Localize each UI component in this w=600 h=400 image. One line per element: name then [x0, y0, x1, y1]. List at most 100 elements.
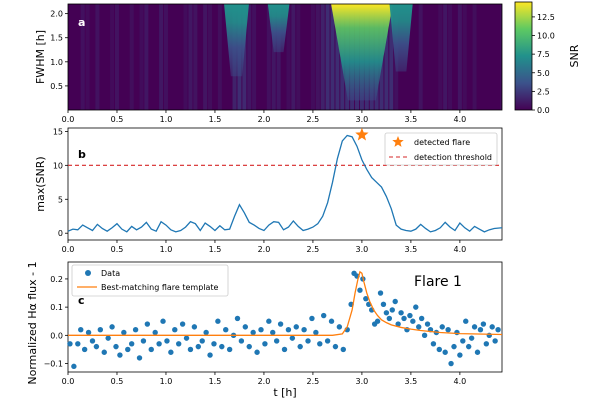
panel-c-ticks: 0.0 0.5 1.0 1.5 2.0 2.5 3.0 3.5 4.0 −0.1 0.0 0.1 0.2 — [44, 275, 467, 386]
data-point — [78, 326, 84, 333]
flare-template-line — [68, 270, 503, 336]
heatmap-streak — [389, 4, 394, 110]
data-point — [156, 341, 162, 347]
heatmap-xtick-label: 1.0 — [160, 115, 173, 124]
panel-label-c: c — [78, 294, 85, 307]
heatmap-streak — [325, 4, 330, 110]
panel-c-xtick-label: 3.0 — [356, 377, 369, 386]
panel-b-ytick-label: 10 — [53, 161, 63, 170]
colorbar-label: SNR — [568, 44, 581, 67]
data-point — [136, 355, 143, 361]
data-point — [242, 324, 249, 330]
heatmap-xtick-label: 2.0 — [258, 115, 271, 124]
panel-c-xtick-label: 4.0 — [454, 377, 467, 386]
data-point — [460, 338, 466, 344]
data-point — [439, 324, 445, 330]
colorbar-tick-label: 12.5 — [537, 13, 555, 22]
data-point — [211, 341, 217, 347]
data-point — [421, 332, 428, 339]
legend-data-marker-icon — [85, 270, 91, 276]
panel-c-ylabel: Normalized Hα flux - 1 — [26, 261, 39, 384]
heatmap-xtick-label: 3.5 — [405, 115, 418, 124]
data-point — [395, 321, 401, 327]
heatmap-streak — [500, 4, 502, 110]
legend-detection-threshold: detection threshold — [414, 153, 492, 162]
data-point — [67, 341, 73, 347]
heatmap-ytick-label: 1.5 — [50, 34, 63, 43]
colorbar-gradient — [514, 1, 533, 111]
heatmap-streak — [384, 4, 389, 110]
legend-flare-marker-icon — [392, 136, 404, 147]
panel-b-xtick-label: 1.0 — [160, 245, 173, 254]
panel-b-line-chart: 0.0 0.5 1.0 1.5 2.0 2.5 3.0 3.5 4.0 0 5 10 15 b max(… — [34, 127, 503, 254]
data-point — [407, 312, 413, 319]
data-point — [97, 326, 104, 333]
data-point — [492, 338, 498, 344]
heatmap-streak — [296, 4, 301, 110]
data-point — [93, 343, 100, 350]
heatmap-streak — [95, 4, 100, 110]
data-point — [289, 335, 296, 341]
heatmap-streak — [443, 4, 448, 110]
heatmap-xtick-label: 0.0 — [62, 115, 75, 124]
data-point — [168, 349, 174, 355]
heatmap-streak — [418, 4, 423, 110]
heatmap-ylabel: FWHM [h] — [34, 30, 47, 84]
panel-b-legend: detected flare detection threshold — [384, 132, 498, 166]
data-point — [219, 343, 225, 350]
data-point — [383, 310, 390, 316]
panel-label-a: a — [78, 16, 85, 29]
heatmap-streak — [193, 4, 198, 110]
data-point — [132, 326, 139, 333]
data-point — [297, 343, 303, 350]
data-point — [195, 343, 201, 350]
heatmap-frame — [67, 3, 503, 111]
data-point — [183, 335, 190, 341]
data-point — [246, 343, 252, 350]
data-point — [262, 341, 268, 347]
data-point — [380, 301, 387, 308]
colorbar-tick-label: 7.5 — [537, 50, 550, 59]
heatmap-hotspot — [224, 4, 249, 77]
data-point — [424, 321, 431, 327]
data-point — [121, 329, 127, 336]
data-point — [215, 318, 221, 324]
data-points — [67, 270, 501, 370]
panel-b-xtick-label: 0.0 — [62, 245, 75, 254]
heatmap-streak — [315, 4, 320, 110]
data-point — [179, 321, 186, 327]
data-point — [128, 341, 135, 347]
heatmap-streak — [163, 4, 168, 110]
data-point — [266, 318, 272, 324]
heatmap-xtick-label: 3.0 — [356, 115, 369, 124]
heatmap-streak — [252, 4, 257, 110]
data-point — [442, 349, 448, 355]
heatmap-streak — [80, 4, 85, 110]
max-snr-series-line — [67, 134, 503, 233]
data-point — [277, 321, 284, 327]
data-point — [413, 304, 419, 310]
data-point — [113, 343, 119, 350]
data-point — [101, 349, 107, 355]
heatmap-streak — [159, 4, 164, 110]
panel-b-ytick-label: 0 — [58, 229, 63, 238]
heatmap-streak — [457, 4, 462, 110]
data-point — [234, 315, 241, 322]
data-point — [172, 326, 178, 333]
data-point — [483, 341, 490, 347]
data-point — [71, 363, 77, 370]
data-point — [226, 346, 233, 353]
panel-b-xtick-label: 1.5 — [209, 245, 222, 254]
heatmap-streak — [85, 4, 90, 110]
data-point — [144, 321, 151, 327]
data-point — [398, 310, 404, 316]
data-point — [187, 346, 194, 353]
data-point — [401, 315, 407, 322]
heatmap-streak — [438, 4, 443, 110]
data-point — [250, 329, 256, 336]
panel-b-legend-box — [384, 132, 498, 166]
data-point — [480, 321, 487, 327]
data-point — [465, 343, 472, 350]
heatmap-streaks — [80, 4, 502, 110]
data-point — [321, 312, 327, 319]
